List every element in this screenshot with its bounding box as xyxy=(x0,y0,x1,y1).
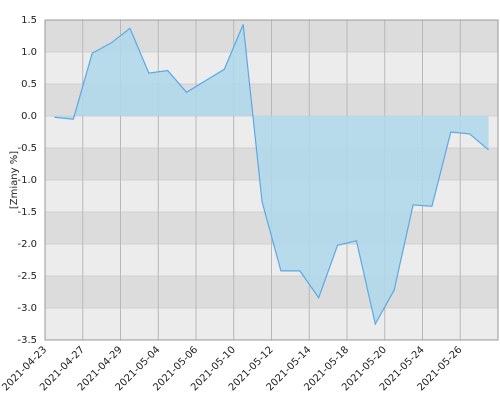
y-tick-label: 1.5 xyxy=(21,15,37,26)
area-fill xyxy=(54,24,489,324)
y-tick-label: 0.5 xyxy=(21,79,37,90)
y-tick-label: -0.5 xyxy=(17,143,37,154)
line xyxy=(54,24,489,326)
y-axis-label: [Zmiany %] xyxy=(9,151,20,209)
y-tick-label: -1.0 xyxy=(17,175,37,186)
y-tick-label: -2.0 xyxy=(17,239,37,250)
plot-border xyxy=(44,19,499,341)
y-tick-label: -2.5 xyxy=(17,271,37,282)
y-tick-label: -3.5 xyxy=(17,335,37,346)
y-tick-label: 0.0 xyxy=(21,111,37,122)
y-tick-label: -1.5 xyxy=(17,207,37,218)
y-tick-label: 1.0 xyxy=(21,47,37,58)
y-tick-label: -3.0 xyxy=(17,303,37,314)
